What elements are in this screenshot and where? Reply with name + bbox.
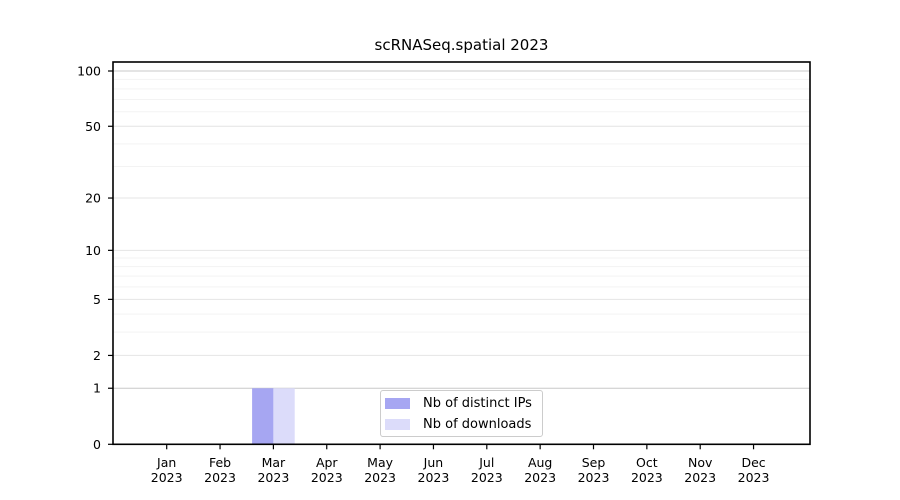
x-tick-label-month: Jun [423,455,444,470]
x-tick-label-year: 2023 [738,470,770,485]
y-tick-label: 0 [93,437,101,452]
bar-distinct-ips [252,388,274,445]
x-tick-label-year: 2023 [578,470,610,485]
legend-swatch-downloads [385,418,410,430]
x-tick-label-year: 2023 [204,470,236,485]
x-tick-label-year: 2023 [631,470,663,485]
x-tick-label-month: Jul [478,455,494,470]
chart-title: scRNASeq.spatial 2023 [374,36,549,54]
x-tick-label-month: Aug [528,455,552,470]
x-tick-label-month: May [367,455,393,470]
y-tick-label: 10 [85,243,101,258]
x-tick-label-month: Nov [688,455,713,470]
x-tick-label-month: Mar [262,455,286,470]
x-tick-label-year: 2023 [364,470,396,485]
legend-swatch-distinct-ips [385,397,410,409]
plot-frame [112,61,811,446]
x-tick-label-year: 2023 [471,470,503,485]
x-tick-label-month: Dec [741,455,765,470]
x-tick-label-year: 2023 [311,470,343,485]
legend-item-downloads: Nb of downloads [385,415,536,434]
legend: Nb of distinct IPs Nb of downloads [380,390,543,437]
legend-label-distinct-ips: Nb of distinct IPs [423,395,532,411]
y-tick-label: 2 [93,348,101,363]
y-tick-label: 20 [85,191,101,206]
x-tick-label-year: 2023 [418,470,450,485]
bar-downloads [273,388,295,445]
legend-label-downloads: Nb of downloads [423,416,532,432]
x-tick-label-year: 2023 [524,470,556,485]
x-tick-label-month: Apr [316,455,338,470]
x-tick-label-month: Jan [156,455,176,470]
x-tick-label-year: 2023 [151,470,183,485]
legend-item-distinct-ips: Nb of distinct IPs [385,394,536,413]
x-tick-label-month: Feb [209,455,231,470]
y-tick-label: 5 [93,292,101,307]
y-tick-label: 50 [85,119,101,134]
x-tick-label-year: 2023 [684,470,716,485]
y-tick-label: 100 [77,64,101,79]
x-tick-label-year: 2023 [257,470,289,485]
x-tick-label-month: Sep [582,455,606,470]
y-tick-label: 1 [93,381,101,396]
x-tick-label-month: Oct [636,455,658,470]
